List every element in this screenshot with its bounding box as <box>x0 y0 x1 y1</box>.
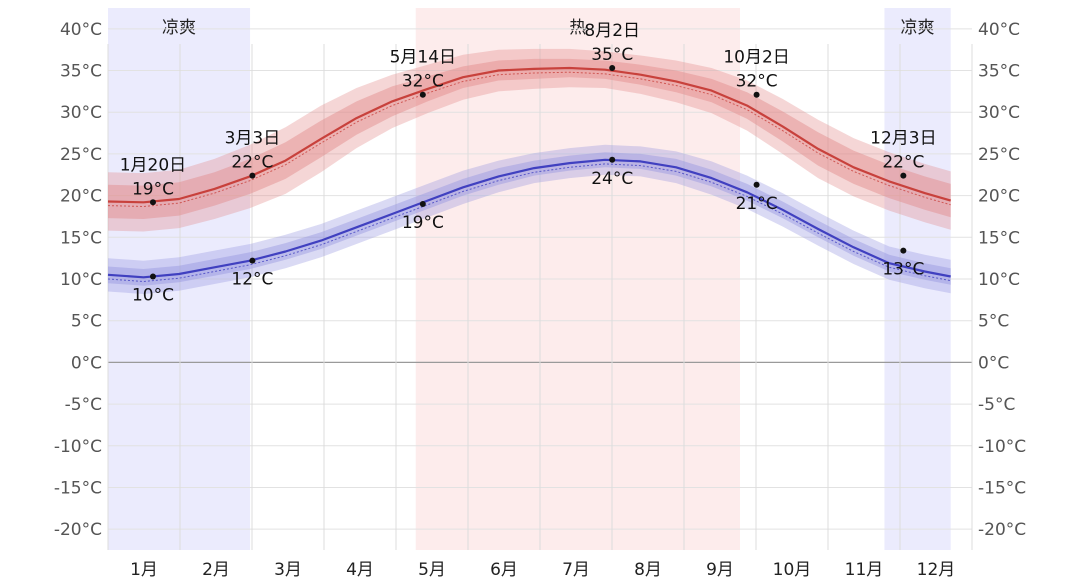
y-tick-right-12: -20°C <box>978 520 1026 540</box>
y-tick-right-5: 15°C <box>978 228 1020 248</box>
y-tick-right-6: 10°C <box>978 270 1020 290</box>
annotation-label-0-0: 1月20日 <box>120 155 186 175</box>
annotation-label-1-0: 3月3日 <box>225 129 281 149</box>
month-label-11: 12月 <box>917 560 956 580</box>
month-label-7: 8月 <box>634 560 662 580</box>
annotation-point-2 <box>419 91 426 98</box>
y-tick-left-6: 10°C <box>60 270 102 290</box>
annotation-label-6-0: 10°C <box>132 285 174 305</box>
annotation-label-4-0: 10月2日 <box>723 48 789 68</box>
low-band-outer <box>108 144 951 294</box>
y-tick-left-9: -5°C <box>65 395 102 415</box>
season-label-2: 凉爽 <box>901 18 935 38</box>
annotation-label-0-1: 19°C <box>132 179 174 199</box>
month-label-5: 6月 <box>490 560 518 580</box>
month-label-1: 2月 <box>202 560 230 580</box>
month-label-6: 7月 <box>562 560 590 580</box>
y-tick-right-2: 30°C <box>978 103 1020 123</box>
y-tick-left-2: 30°C <box>60 103 102 123</box>
annotation-point-9 <box>609 156 616 163</box>
month-label-0: 1月 <box>130 560 158 580</box>
y-tick-right-8: 0°C <box>978 353 1009 373</box>
y-tick-left-7: 5°C <box>71 312 102 332</box>
month-label-2: 3月 <box>274 560 302 580</box>
y-tick-left-4: 20°C <box>60 187 102 207</box>
grid-lines <box>107 28 973 550</box>
y-tick-left-3: 25°C <box>60 145 102 165</box>
annotation-label-9-0: 24°C <box>591 169 633 189</box>
high-band-inner <box>108 58 951 220</box>
annotation-point-6 <box>149 273 156 280</box>
annotation-label-5-1: 22°C <box>882 153 924 173</box>
month-label-10: 11月 <box>845 560 884 580</box>
y-tick-right-0: 40°C <box>978 20 1020 40</box>
annotation-point-0 <box>149 199 156 206</box>
month-label-8: 9月 <box>706 560 734 580</box>
high-band-outer <box>108 48 951 232</box>
annotation-label-2-1: 32°C <box>402 72 444 92</box>
y-tick-right-4: 20°C <box>978 187 1020 207</box>
annotations: 1月20日 19°C 3月3日 22°C 5月14日 32°C 8月2日 35°C 10月2日 3… <box>120 21 937 305</box>
y-tick-right-3: 25°C <box>978 145 1020 165</box>
high-trend-line <box>107 71 951 208</box>
annotation-label-10-0: 21°C <box>736 194 778 214</box>
annotation-point-11 <box>900 247 907 254</box>
annotation-point-1 <box>249 172 256 179</box>
y-tick-left-1: 35°C <box>60 62 102 82</box>
annotation-label-2-0: 5月14日 <box>390 48 456 68</box>
annotation-point-3 <box>609 65 616 72</box>
low-band-inner <box>108 152 951 286</box>
y-tick-left-5: 15°C <box>60 228 102 248</box>
season-label-1: 热 <box>569 18 586 38</box>
y-tick-left-11: -15°C <box>54 478 102 498</box>
y-tick-right-7: 5°C <box>978 312 1009 332</box>
annotation-label-3-1: 35°C <box>591 45 633 65</box>
annotation-label-7-0: 12°C <box>231 270 273 290</box>
range-bands <box>108 48 951 294</box>
annotation-label-4-1: 32°C <box>736 72 778 92</box>
month-label-9: 10月 <box>773 560 812 580</box>
month-label-3: 4月 <box>346 560 374 580</box>
month-label-4: 5月 <box>418 560 446 580</box>
axis-labels: 40°C 40°C 35°C 35°C 30°C 30°C 25°C 25°C 20°C 20°C… <box>54 20 1026 580</box>
y-tick-left-12: -20°C <box>54 520 102 540</box>
annotation-label-3-0: 8月2日 <box>584 21 640 41</box>
annotation-point-5 <box>900 172 907 179</box>
y-tick-left-10: -10°C <box>54 437 102 457</box>
annotation-point-4 <box>753 91 760 98</box>
y-tick-right-10: -10°C <box>978 437 1026 457</box>
y-tick-right-9: -5°C <box>978 395 1015 415</box>
annotation-label-8-0: 19°C <box>402 213 444 233</box>
low-trend-line <box>107 163 951 283</box>
y-tick-right-1: 35°C <box>978 62 1020 82</box>
annotation-point-8 <box>419 200 426 207</box>
y-tick-left-8: 0°C <box>71 353 102 373</box>
y-tick-left-0: 40°C <box>60 20 102 40</box>
annotation-label-1-1: 22°C <box>231 153 273 173</box>
annotation-label-5-0: 12月3日 <box>870 129 936 149</box>
annotation-label-11-0: 13°C <box>882 260 924 280</box>
annotation-point-10 <box>753 181 760 188</box>
y-tick-right-11: -15°C <box>978 478 1026 498</box>
annotation-point-7 <box>249 257 256 264</box>
season-label-0: 凉爽 <box>162 18 196 38</box>
